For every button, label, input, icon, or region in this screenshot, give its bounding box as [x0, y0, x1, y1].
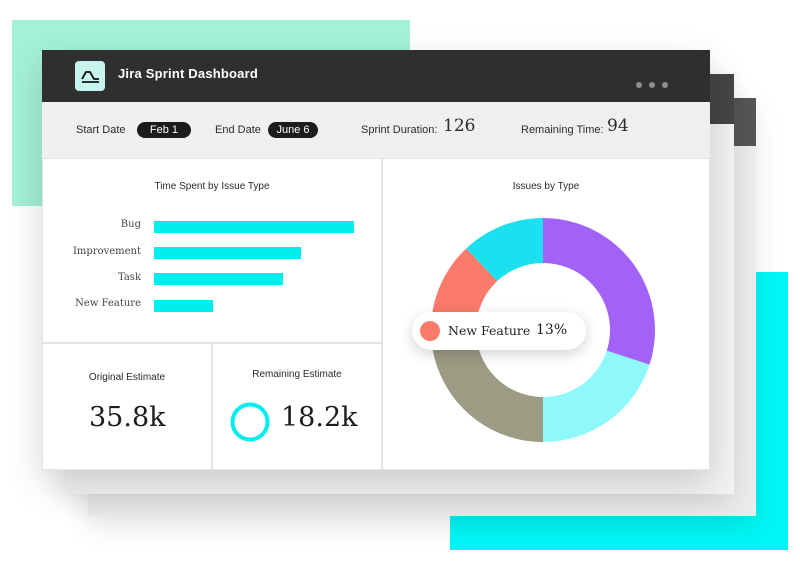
sprint-duration-label: Sprint Duration: — [361, 124, 438, 136]
end-date-pill[interactable]: June 6 — [268, 122, 318, 138]
remaining-time-value: 94 — [607, 116, 629, 136]
bar-label-improvement: Improvement — [72, 246, 141, 257]
bar-label-new-feature: New Feature — [75, 298, 141, 309]
donut-slice-light-cyan-segment[interactable] — [543, 350, 650, 442]
donut-slice-new-feature[interactable] — [431, 248, 498, 330]
donut-slice-cyan-segment[interactable] — [466, 218, 543, 282]
bar-bug[interactable] — [154, 221, 354, 233]
remaining-progress-ring-icon — [230, 402, 270, 442]
time-spent-panel: Time Spent by Issue Type Bug Improvement… — [42, 158, 382, 343]
window-menu-dots-icon[interactable] — [629, 73, 668, 92]
issues-by-type-title: Issues by Type — [512, 181, 580, 192]
remaining-estimate-panel: Remaining Estimate 18.2k — [212, 343, 382, 470]
original-estimate-panel: Original Estimate 35.8k — [42, 343, 212, 470]
tooltip-label: New Feature — [448, 323, 531, 338]
end-date-label: End Date — [215, 124, 261, 136]
bar-label-task: Task — [117, 272, 141, 283]
donut-slice-purple-segment[interactable] — [543, 218, 655, 365]
bar-label-bug: Bug — [120, 219, 141, 230]
original-estimate-value: 35.8k — [89, 402, 166, 433]
remaining-estimate-value: 18.2k — [281, 402, 358, 433]
tooltip-percent: 13% — [536, 322, 568, 338]
app-logo-icon[interactable] — [75, 61, 105, 91]
remaining-estimate-title: Remaining Estimate — [252, 369, 342, 380]
bar-improvement[interactable] — [154, 247, 301, 259]
start-date-label: Start Date — [76, 124, 126, 136]
original-estimate-title: Original Estimate — [88, 372, 166, 383]
chart-tooltip: New Feature 13% — [412, 312, 586, 350]
bar-task[interactable] — [154, 273, 283, 285]
sprint-duration-value: 126 — [443, 116, 476, 136]
donut-slice-olive-segment[interactable] — [431, 330, 543, 442]
window-title: Jira Sprint Dashboard — [118, 66, 259, 81]
dashboard-window: Jira Sprint Dashboard Start Date Feb 1 E… — [42, 50, 710, 470]
title-bar: Jira Sprint Dashboard — [42, 50, 710, 102]
start-date-pill[interactable]: Feb 1 — [137, 122, 191, 138]
sprint-info-bar: Start Date Feb 1 End Date June 6 Sprint … — [42, 102, 710, 158]
remaining-time-label: Remaining Time: — [521, 124, 604, 136]
time-spent-title: Time Spent by Issue Type — [154, 181, 270, 192]
tooltip-color-swatch — [420, 321, 440, 341]
bar-new-feature[interactable] — [154, 300, 213, 312]
issues-donut-chart — [431, 218, 655, 442]
